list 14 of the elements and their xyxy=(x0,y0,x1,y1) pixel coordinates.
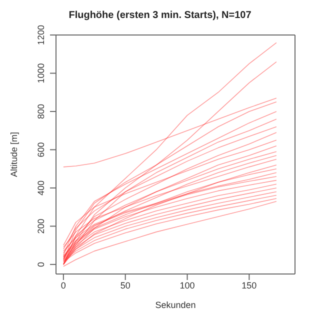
y-tick-label: 1200 xyxy=(36,24,46,46)
y-axis-title: Altitude [m] xyxy=(9,132,20,178)
y-tick-label: 200 xyxy=(36,218,46,234)
x-tick-label: 150 xyxy=(242,280,257,290)
y-tick-label: 600 xyxy=(36,142,46,158)
x-tick-label: 0 xyxy=(60,280,66,290)
y-tick-label: 800 xyxy=(36,104,46,119)
y-tick-label: 1000 xyxy=(36,63,46,84)
chart-title: Flughöhe (ersten 3 min. Starts), N=107 xyxy=(68,9,252,23)
y-tick-label: 0 xyxy=(36,262,46,267)
x-tick-label: 50 xyxy=(120,280,130,290)
y-tick-label: 400 xyxy=(36,180,46,196)
x-axis-title: Sekunden xyxy=(155,300,196,310)
x-tick-label: 100 xyxy=(180,280,195,290)
